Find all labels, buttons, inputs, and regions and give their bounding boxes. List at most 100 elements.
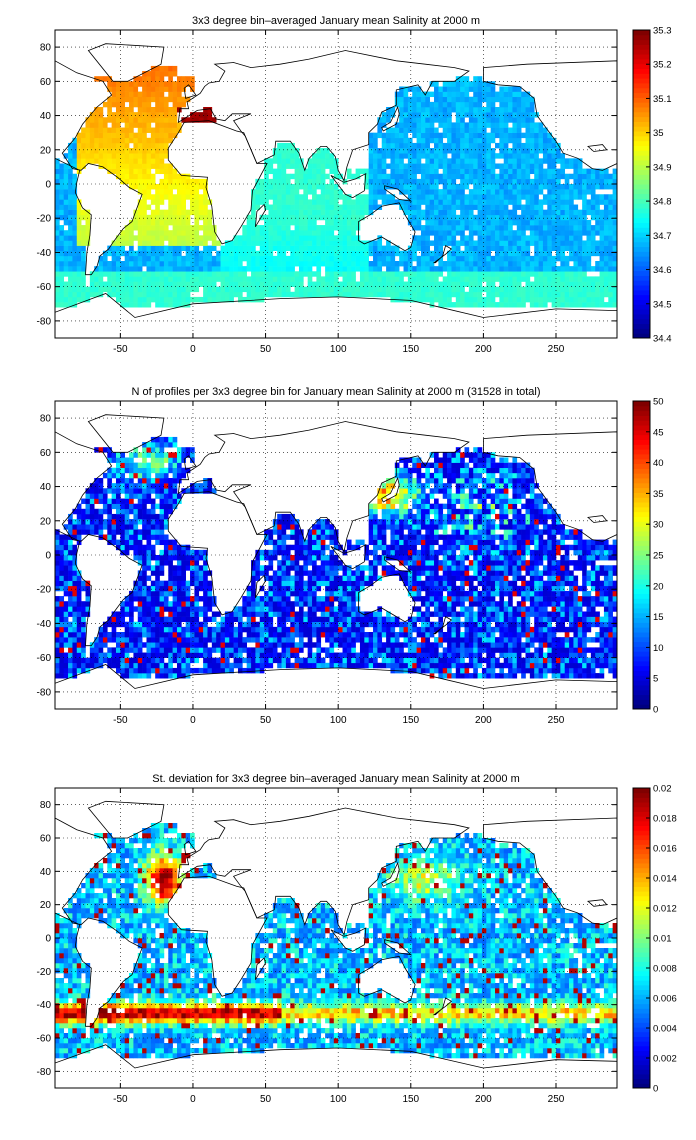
heatmap-cell: [338, 240, 343, 246]
heatmap-cell: [547, 281, 552, 287]
heatmap-cell: [377, 153, 383, 159]
heatmap-cell: [259, 189, 265, 195]
heatmap-cell: [159, 86, 165, 92]
heatmap-cell: [129, 245, 134, 252]
heatmap-cell: [612, 261, 617, 267]
heatmap-cell: [81, 513, 86, 520]
heatmap-cell: [224, 291, 230, 298]
heatmap-cell: [495, 230, 500, 236]
heatmap-cell: [486, 158, 491, 164]
heatmap-cell: [172, 199, 178, 205]
heatmap-cell: [447, 163, 452, 169]
heatmap-cell: [72, 184, 78, 190]
heatmap-cell: [146, 302, 152, 308]
heatmap-cell: [133, 673, 139, 679]
heatmap-cell: [529, 178, 535, 185]
heatmap-cell: [342, 204, 348, 210]
heatmap-cell: [425, 271, 430, 277]
colorbar-swatch: [633, 54, 650, 60]
heatmap-cell: [342, 235, 348, 241]
heatmap-cell: [55, 560, 60, 566]
heatmap-cell: [146, 266, 152, 272]
heatmap-cell: [368, 194, 374, 200]
heatmap-cell: [172, 452, 178, 458]
heatmap-cell: [460, 219, 465, 226]
heatmap-cell: [55, 565, 60, 571]
heatmap-cell: [551, 204, 557, 210]
heatmap-cell: [137, 555, 143, 561]
heatmap-cell: [542, 245, 548, 252]
heatmap-cell: [98, 529, 104, 535]
heatmap-cell: [416, 261, 422, 267]
heatmap-cell: [59, 647, 65, 653]
heatmap-cell: [455, 189, 461, 195]
heatmap-cell: [76, 276, 82, 282]
heatmap-cell: [486, 81, 491, 87]
heatmap-cell: [172, 184, 178, 190]
heatmap-cell: [120, 158, 126, 164]
coastline: [358, 202, 416, 252]
heatmap-cell: [176, 286, 182, 293]
heatmap-cell: [599, 173, 605, 180]
heatmap-cell: [351, 286, 356, 293]
heatmap-cell: [529, 184, 535, 190]
heatmap-cell: [163, 137, 169, 144]
heatmap-cell: [59, 606, 65, 612]
heatmap-cell: [599, 276, 605, 282]
heatmap-cell: [246, 286, 252, 293]
heatmap-cell: [416, 117, 422, 123]
heatmap-cell: [76, 657, 82, 664]
heatmap-cell: [185, 245, 191, 252]
heatmap-cell: [320, 163, 326, 169]
heatmap-cell: [146, 534, 152, 540]
heatmap-cell: [55, 632, 60, 638]
heatmap-cell: [72, 163, 78, 169]
heatmap-cell: [416, 219, 422, 226]
heatmap-cell: [59, 642, 65, 648]
heatmap-cell: [55, 606, 60, 612]
heatmap-cell: [150, 483, 156, 489]
heatmap-cell: [63, 266, 69, 272]
heatmap-cell: [560, 286, 566, 293]
heatmap-cell: [68, 652, 73, 658]
heatmap-cell: [211, 291, 217, 298]
heatmap-cell: [560, 219, 566, 226]
colorbar-swatch: [633, 150, 650, 156]
heatmap-cell: [81, 657, 86, 664]
heatmap-cell: [529, 291, 535, 298]
heatmap-cell: [420, 101, 426, 108]
heatmap-cell: [525, 96, 531, 103]
colorbar-swatch: [633, 251, 650, 257]
heatmap-cell: [155, 560, 160, 566]
heatmap-cell: [172, 626, 178, 633]
heatmap-cell: [481, 96, 487, 103]
heatmap-cell: [547, 255, 552, 262]
heatmap-cell: [464, 219, 470, 226]
heatmap-cell: [586, 209, 592, 216]
heatmap-cell: [129, 472, 134, 479]
heatmap-cell: [381, 153, 387, 159]
heatmap-cell: [368, 245, 374, 252]
heatmap-cell: [481, 286, 487, 293]
heatmap-cell: [460, 291, 465, 298]
heatmap-cell: [172, 194, 178, 200]
heatmap-cell: [351, 240, 356, 246]
heatmap-cell: [590, 214, 596, 221]
heatmap-cell: [281, 245, 287, 252]
heatmap-cell: [455, 266, 461, 272]
heatmap-cell: [542, 199, 548, 205]
heatmap-cell: [150, 127, 156, 133]
heatmap-cell: [521, 261, 526, 267]
heatmap-cell: [538, 225, 544, 231]
heatmap-cell: [425, 204, 430, 210]
heatmap-cell: [159, 457, 165, 463]
heatmap-cell: [412, 91, 417, 98]
heatmap-cell: [512, 168, 518, 175]
heatmap-cell: [181, 184, 186, 190]
heatmap-cell: [342, 230, 348, 236]
heatmap-cell: [294, 286, 300, 293]
heatmap-cell: [146, 601, 152, 607]
heatmap-cell: [420, 261, 426, 267]
heatmap-cell: [351, 245, 356, 252]
heatmap-cell: [142, 281, 147, 287]
